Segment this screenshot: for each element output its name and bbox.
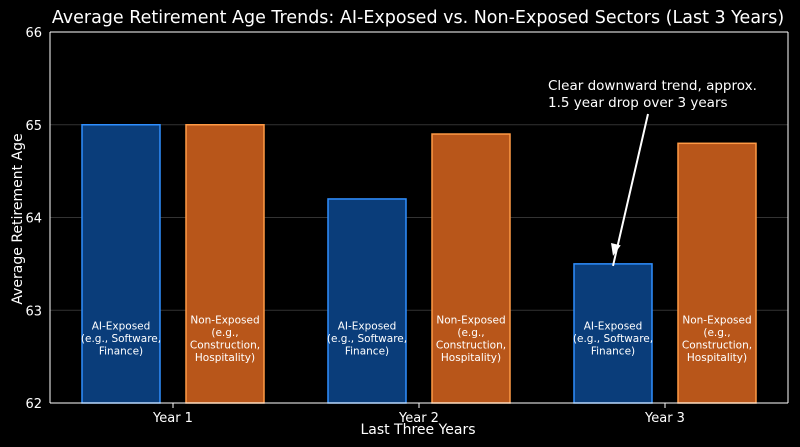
bar-label: (e.g., bbox=[703, 327, 730, 339]
bar bbox=[327, 198, 407, 404]
bar bbox=[185, 124, 265, 404]
bar-label: AI-Exposed bbox=[92, 321, 151, 333]
bar-label: Non-Exposed bbox=[436, 314, 505, 326]
bar-label: Construction, bbox=[682, 339, 752, 351]
x-axis-label: Last Three Years bbox=[360, 422, 475, 438]
y-tick-label: 63 bbox=[25, 304, 42, 319]
bar-label: AI-Exposed bbox=[584, 321, 643, 333]
chart-title: Average Retirement Age Trends: AI-Expose… bbox=[52, 8, 784, 28]
annotation-text: Clear downward trend, approx. bbox=[548, 78, 757, 94]
bar-label: (e.g., bbox=[211, 327, 238, 339]
bar-label: Non-Exposed bbox=[190, 314, 259, 326]
bar-label: Finance) bbox=[345, 346, 389, 358]
bar-labels: AI-Exposed(e.g., Software,Finance)Non-Ex… bbox=[81, 314, 752, 364]
annotation-arrow bbox=[612, 113, 649, 267]
bar bbox=[431, 133, 511, 404]
bar bbox=[573, 263, 653, 404]
x-tick-labels: Year 1 Year 2 Year 3 bbox=[152, 411, 685, 426]
bar-label: Construction, bbox=[436, 339, 506, 351]
bar-label: Construction, bbox=[190, 339, 260, 351]
bar bbox=[677, 142, 757, 404]
bar-label: (e.g., Software, bbox=[327, 333, 407, 345]
bar-label: (e.g., bbox=[457, 327, 484, 339]
y-tick-label: 62 bbox=[25, 397, 42, 412]
y-tick-labels: 62 63 64 65 66 bbox=[25, 26, 42, 412]
annotation-arrowhead bbox=[611, 243, 621, 256]
bar-label: Hospitality) bbox=[687, 352, 747, 364]
bar-label: (e.g., Software, bbox=[573, 333, 653, 345]
y-tick-label: 64 bbox=[25, 212, 42, 227]
x-tick-label: Year 3 bbox=[644, 411, 685, 426]
annotation-text: 1.5 year drop over 3 years bbox=[548, 95, 728, 111]
bar-label: Non-Exposed bbox=[682, 314, 751, 326]
bar-label: AI-Exposed bbox=[338, 321, 397, 333]
y-tick-label: 65 bbox=[25, 119, 42, 134]
bars bbox=[81, 124, 757, 404]
x-tick-label: Year 2 bbox=[398, 411, 439, 426]
y-tick-label: 66 bbox=[25, 26, 42, 41]
bar bbox=[81, 124, 161, 404]
axes bbox=[49, 31, 789, 408]
bar-label: (e.g., Software, bbox=[81, 333, 161, 345]
bar-label: Hospitality) bbox=[195, 352, 255, 364]
bar-label: Finance) bbox=[99, 346, 143, 358]
annotation: Clear downward trend, approx.1.5 year dr… bbox=[548, 78, 757, 267]
bar-label: Hospitality) bbox=[441, 352, 501, 364]
bar-label: Finance) bbox=[591, 346, 635, 358]
y-axis-label: Average Retirement Age bbox=[10, 133, 26, 304]
x-tick-label: Year 1 bbox=[152, 411, 193, 426]
